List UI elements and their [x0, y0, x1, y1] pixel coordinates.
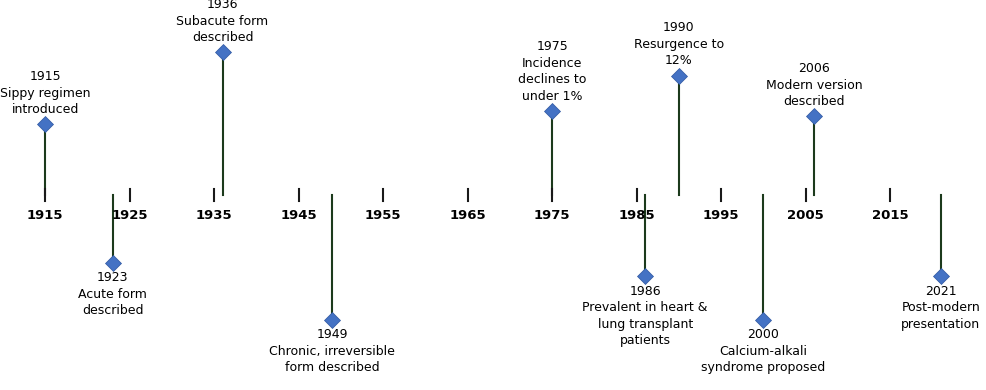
Text: 1936
Subacute form
described: 1936 Subacute form described [176, 0, 268, 44]
Text: 1965: 1965 [450, 209, 486, 222]
Text: 2005: 2005 [788, 209, 824, 222]
Text: 1986
Prevalent in heart &
lung transplant
patients: 1986 Prevalent in heart & lung transplan… [583, 285, 708, 347]
Text: 1915: 1915 [27, 209, 63, 222]
Text: 2000
Calcium-alkali
syndrome proposed: 2000 Calcium-alkali syndrome proposed [701, 328, 825, 374]
Text: 1995: 1995 [703, 209, 740, 222]
Text: 1955: 1955 [365, 209, 401, 222]
Text: 1915
Sippy regimen
introduced: 1915 Sippy regimen introduced [0, 70, 91, 116]
Text: 1923
Acute form
described: 1923 Acute form described [78, 271, 147, 317]
Text: 1975
Incidence
declines to
under 1%: 1975 Incidence declines to under 1% [518, 40, 587, 103]
Text: 1985: 1985 [618, 209, 655, 222]
Text: 1990
Resurgence to
12%: 1990 Resurgence to 12% [634, 21, 724, 67]
Text: 1975: 1975 [533, 209, 571, 222]
Text: 2021
Post-modern
presentation: 2021 Post-modern presentation [901, 285, 980, 331]
Text: 2015: 2015 [872, 209, 908, 222]
Text: 1945: 1945 [280, 209, 317, 222]
Text: 1935: 1935 [196, 209, 233, 222]
Text: 1949
Chronic, irreversible
form described: 1949 Chronic, irreversible form describe… [269, 328, 395, 374]
Text: 2006
Modern version
described: 2006 Modern version described [766, 62, 863, 108]
Text: 1925: 1925 [111, 209, 148, 222]
